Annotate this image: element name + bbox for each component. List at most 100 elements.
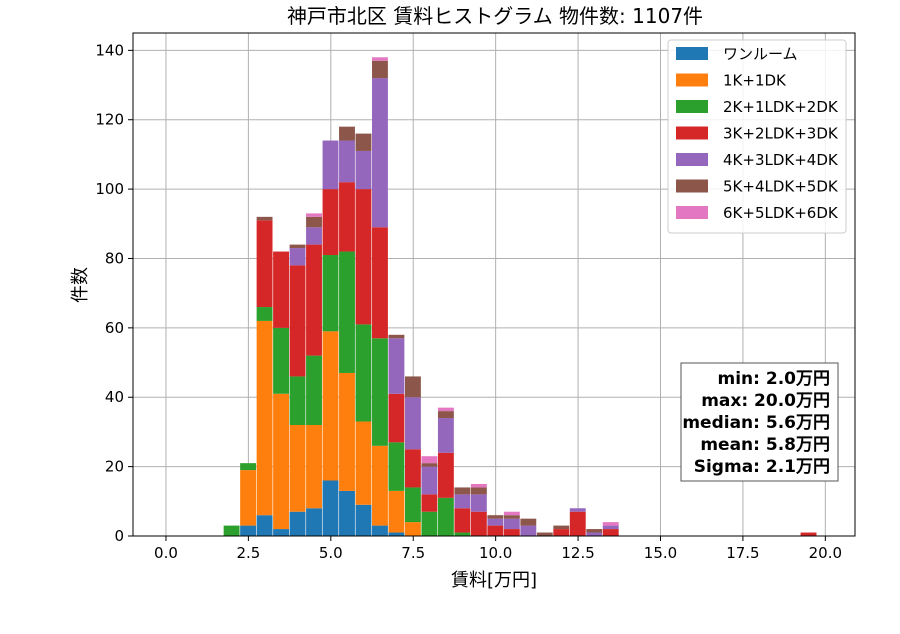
bar-segment xyxy=(586,529,603,533)
bar-segment xyxy=(289,244,306,249)
legend-label: 2K+1LDK+2DK xyxy=(723,98,839,116)
bar-segment xyxy=(454,532,471,536)
legend-swatch xyxy=(676,153,708,166)
bar-segment xyxy=(289,265,306,377)
bar-segment xyxy=(273,529,289,536)
legend: ワンルーム 1K+1DK 2K+1LDK+2DK 3K+2LDK+3DK 4K+3LDK… xyxy=(667,39,847,234)
bar-segment xyxy=(503,511,520,516)
bar-segment xyxy=(388,334,405,339)
bar-segment xyxy=(256,307,273,321)
bar-segment xyxy=(454,494,471,509)
bar-segment xyxy=(339,126,355,141)
y-tick-label: 100 xyxy=(95,180,124,198)
stat-min: min: 2.0万円 xyxy=(718,369,830,389)
legend-swatch xyxy=(676,179,708,193)
x-tick-label: 2.5 xyxy=(236,544,260,562)
bar-segment xyxy=(487,515,504,519)
bar-segment xyxy=(470,511,487,536)
legend-swatch xyxy=(676,126,708,140)
chart-title: 神戸市北区 賃料ヒストグラム 物件数: 1107件 xyxy=(287,4,703,28)
bar-segment xyxy=(503,515,520,519)
bar-segment xyxy=(454,487,471,495)
bar-segment xyxy=(388,490,405,533)
bar-segment xyxy=(372,525,388,536)
bar-segment xyxy=(569,511,586,536)
bar-segment xyxy=(404,449,421,488)
bar-segment xyxy=(306,227,322,245)
bar-segment xyxy=(306,355,322,425)
stats-box: min: 2.0万円 max: 20.0万円 median: 5.6万円 mea… xyxy=(680,362,839,482)
bar-segment xyxy=(421,463,438,467)
bar-segment xyxy=(240,470,257,526)
bar-segment xyxy=(256,320,273,516)
legend-label: 4K+3LDK+4DK xyxy=(723,151,839,169)
bar-segment xyxy=(322,480,339,536)
bar-segment xyxy=(421,494,438,512)
stats-box-frame xyxy=(680,362,839,482)
stat-median: median: 5.6万円 xyxy=(682,413,830,433)
bar-segment xyxy=(372,57,388,61)
bar-segment xyxy=(437,411,454,419)
bar-segment xyxy=(322,331,339,481)
bar-segment xyxy=(256,515,273,536)
bar-segment xyxy=(404,487,421,523)
bar-segment xyxy=(503,518,520,530)
stat-mean: mean: 5.8万円 xyxy=(700,435,830,455)
bar-segment xyxy=(421,456,438,464)
x-tick-label: 17.5 xyxy=(726,544,759,562)
stat-sigma: Sigma: 2.1万円 xyxy=(694,457,830,477)
bar-segment xyxy=(372,445,388,526)
legend-swatch xyxy=(676,47,708,60)
x-axis-label: 賃料[万円] xyxy=(451,570,537,591)
bar-segment xyxy=(470,494,487,512)
bar-segment xyxy=(586,532,603,536)
bar-segment xyxy=(322,189,339,256)
y-tick-label: 40 xyxy=(105,388,124,406)
bar-segment xyxy=(355,504,372,536)
legend-label: ワンルーム xyxy=(723,45,798,63)
bar-segment xyxy=(322,255,339,332)
x-tick-label: 10.0 xyxy=(479,544,512,562)
bar-segment xyxy=(520,518,537,526)
bar-segment xyxy=(437,497,454,536)
bar-segment xyxy=(273,327,289,394)
bar-segment xyxy=(404,397,421,450)
bar-segment xyxy=(355,150,372,190)
bar-segment xyxy=(553,525,570,530)
bar-segment xyxy=(273,251,289,328)
x-tick-label: 20.0 xyxy=(809,544,842,562)
bar-segment xyxy=(355,324,372,422)
bar-segment xyxy=(372,338,388,446)
bar-segment xyxy=(602,529,619,536)
bar-segment xyxy=(372,78,388,228)
bar-segment xyxy=(273,393,289,530)
bar-segment xyxy=(372,227,388,339)
bar-segment xyxy=(372,60,388,79)
bar-segment xyxy=(339,372,355,491)
bar-segment xyxy=(289,511,306,536)
bar-segment xyxy=(322,140,339,190)
bar-segment xyxy=(289,376,306,425)
legend-label: 6K+5LDK+6DK xyxy=(723,204,839,222)
bar-segment xyxy=(388,532,405,536)
x-tick-label: 5.0 xyxy=(319,544,343,562)
bar-segment xyxy=(421,511,438,536)
x-tick-label: 0.0 xyxy=(154,544,178,562)
bar-segment xyxy=(503,529,520,536)
bars xyxy=(223,57,817,536)
bar-segment xyxy=(388,442,405,491)
legend-label: 1K+1DK xyxy=(723,72,787,90)
y-axis-label: 件数 xyxy=(70,267,91,303)
y-tick-label: 120 xyxy=(95,111,124,129)
y-tick-label: 0 xyxy=(114,527,124,545)
bar-segment xyxy=(421,466,438,495)
bar-segment xyxy=(306,244,322,356)
bar-segment xyxy=(437,407,454,412)
bar-segment xyxy=(487,525,504,536)
bar-segment xyxy=(306,216,322,228)
bar-segment xyxy=(339,140,355,183)
bar-segment xyxy=(355,421,372,505)
legend-label: 5K+4LDK+5DK xyxy=(723,178,839,196)
y-axis-ticks: 0 20 40 60 80 100 120 140 xyxy=(95,41,133,545)
